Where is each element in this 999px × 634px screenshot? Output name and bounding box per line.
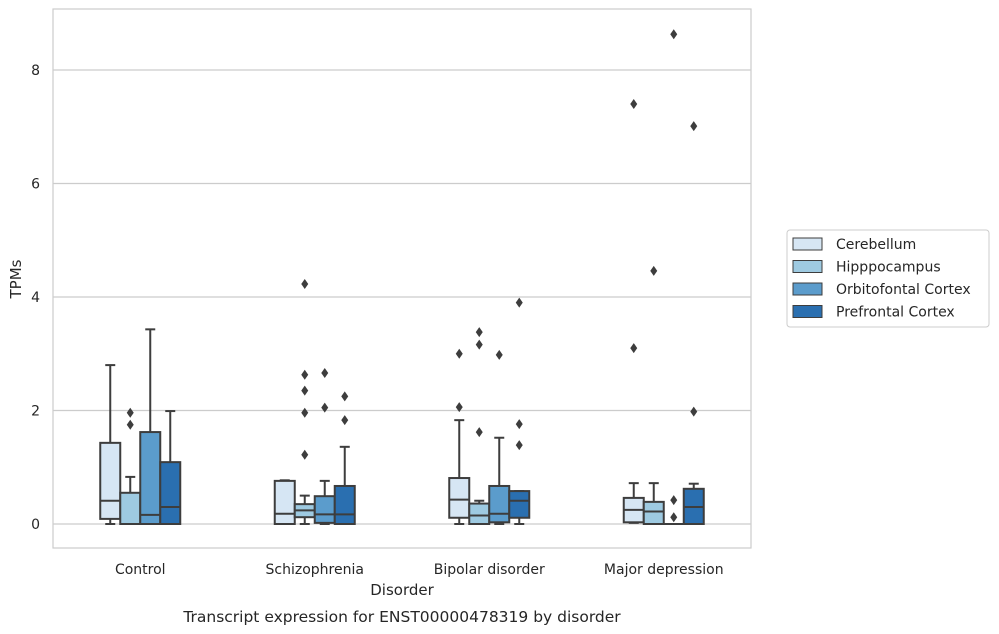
box-2-4-outlier-1	[650, 265, 658, 276]
legend-swatch-1	[792, 237, 823, 251]
box-4-4-outlier-2	[690, 121, 698, 132]
x-tick-label-1: Control	[115, 562, 166, 578]
x-tick-label-4: Major depression	[604, 562, 724, 578]
box-1-3-outlier-1	[455, 402, 463, 413]
x-tick-label-2: Schizophrenia	[266, 562, 364, 578]
box-2-2-outlier-5	[301, 278, 309, 289]
box-3-2-body	[313, 495, 336, 524]
box-2-3-outlier-3	[475, 327, 483, 338]
box-3-4-outlier-1	[670, 512, 678, 523]
box-4-2-outlier-2	[341, 391, 349, 402]
box-2-2-outlier-4	[301, 369, 309, 380]
box-3-3-outlier-1	[495, 349, 503, 360]
box-3-2-outlier-2	[321, 368, 329, 379]
box-4-3-outlier-3	[515, 297, 523, 308]
box-4-3-outlier-1	[515, 440, 523, 451]
box-1-1-body	[99, 441, 122, 520]
box-1-3-body	[448, 477, 471, 519]
box-2-2-outlier-2	[301, 407, 309, 418]
box-4-1-body	[159, 461, 182, 525]
box-1-2-body	[273, 479, 296, 525]
chart-caption: Transcript expression for ENST0000047831…	[182, 608, 621, 626]
legend-swatch-3	[792, 282, 823, 296]
x-axis-ticks: Control Schizophrenia Bipolar disorder Majo…	[115, 562, 724, 578]
box-2-2-outlier-3	[301, 385, 309, 396]
box-2-1-outlier-2	[126, 407, 134, 418]
box-1-4-outlier-1	[630, 343, 638, 354]
box-2-4-body	[642, 500, 665, 525]
box-2-3-outlier-2	[475, 339, 483, 350]
legend-label-4: Prefrontal Cortex	[836, 305, 955, 321]
legend-label-2: Hipppocampus	[836, 260, 941, 276]
legend-frame	[786, 229, 990, 328]
box-2-1-body	[119, 491, 142, 526]
box-4-2-body	[333, 484, 356, 526]
box-4-4-outlier-1	[690, 406, 698, 417]
box-1-3-outlier-2	[455, 348, 463, 359]
y-axis-label: TPMs	[7, 259, 25, 299]
x-axis-label: Disorder	[370, 581, 434, 599]
box-2-3-body	[468, 502, 491, 526]
legend-label-3: Orbitofontal Cortex	[836, 282, 971, 298]
box-2-1-outlier-1	[126, 419, 134, 430]
box-2-3-outlier-1	[475, 427, 483, 438]
box-4-2-outlier-1	[341, 415, 349, 426]
y-tick-label-0: 0	[31, 517, 40, 533]
y-tick-label-8: 8	[31, 63, 40, 79]
legend-swatch-4	[792, 305, 823, 318]
box-2-2-outlier-1	[301, 449, 309, 460]
box-3-4-outlier-3	[670, 29, 678, 40]
x-tick-label-3: Bipolar disorder	[434, 562, 545, 578]
legend-swatch-2	[792, 260, 823, 273]
box-3-2-outlier-1	[321, 402, 329, 413]
box-1-4-outlier-2	[630, 99, 638, 110]
y-axis-ticks: 0 2 4 6 8	[31, 63, 40, 533]
boxes-layer	[99, 29, 705, 526]
y-tick-label-6: 6	[31, 177, 40, 193]
box-4-3-outlier-2	[515, 419, 523, 430]
y-tick-label-2: 2	[31, 404, 40, 420]
legend-label-1: Cerebellum	[836, 237, 916, 253]
y-tick-label-4: 4	[31, 290, 40, 306]
box-4-3-body	[508, 490, 531, 519]
box-3-4-outlier-2	[670, 495, 678, 506]
box-3-1-body	[139, 431, 162, 525]
box-3-3-body	[488, 484, 511, 524]
legend: Cerebellum Hipppocampus Orbitofontal Corte…	[786, 229, 990, 328]
